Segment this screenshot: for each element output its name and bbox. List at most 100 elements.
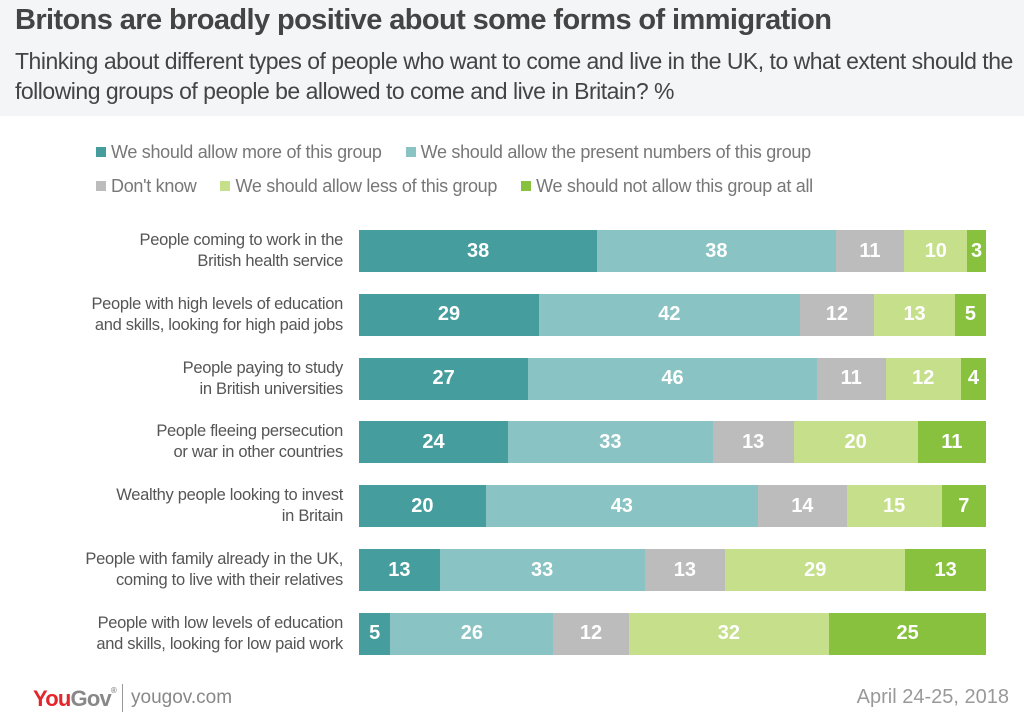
- data-label: 11: [941, 430, 963, 453]
- bar-segment: 12: [799, 293, 875, 336]
- chart-header: Britons are broadly positive about some …: [0, 0, 1024, 116]
- category-label-line: or war in other countries: [173, 443, 344, 462]
- bar-segment: 14: [757, 485, 847, 528]
- bar-segment: 13: [874, 293, 955, 336]
- bar-segment: 13: [712, 421, 794, 464]
- bar-segment: 11: [835, 230, 905, 272]
- data-label: 12: [825, 303, 849, 326]
- bar-segment: 20: [793, 421, 918, 464]
- data-label: 14: [791, 494, 814, 517]
- data-label: 10: [924, 239, 947, 262]
- data-label: 13: [388, 558, 411, 581]
- legend-label: Don't know: [111, 175, 197, 196]
- logo-you-text: You: [33, 686, 71, 711]
- data-label: 33: [530, 558, 554, 581]
- bar-row: 20 43 14 15 7: [359, 485, 986, 528]
- data-label: 13: [673, 558, 697, 581]
- bar-segment: 29: [725, 549, 906, 591]
- legend-item: We should allow the present numbers of t…: [405, 141, 812, 163]
- data-label: 43: [610, 494, 633, 517]
- legend-swatch: [521, 181, 532, 191]
- bar-segment: 26: [390, 612, 554, 655]
- data-label: 29: [804, 558, 827, 581]
- category-label-line: in Britain: [281, 507, 344, 526]
- category-label-line: and skills, looking for high paid jobs: [94, 315, 343, 334]
- data-label: 5: [964, 303, 976, 326]
- data-label: 42: [658, 303, 681, 326]
- data-label: 29: [437, 303, 461, 326]
- data-label: 13: [934, 558, 957, 581]
- data-label: 12: [579, 622, 603, 645]
- legend-item: We should not allow this group at all: [521, 176, 813, 197]
- category-label-line: People with high levels of education: [91, 294, 343, 313]
- bar-segment: 13: [905, 549, 986, 591]
- data-label: 27: [432, 367, 455, 390]
- category-label-line: British health service: [197, 252, 343, 270]
- legend-item: We should allow less of this group: [220, 176, 497, 197]
- footer-divider: [122, 684, 123, 712]
- data-label: 4: [967, 367, 979, 390]
- data-label: 13: [742, 430, 765, 453]
- bar-row: 27 46 11 12 4: [359, 357, 986, 400]
- data-label: 20: [411, 494, 434, 517]
- category-label: People with high levels of education and …: [0, 294, 343, 336]
- bar-segment: 42: [539, 293, 800, 336]
- bar-segment: 13: [644, 549, 726, 591]
- yougov-logo[interactable]: YouGov®: [33, 686, 117, 712]
- legend-label: We should allow the present numbers of t…: [420, 141, 812, 162]
- legend-swatch: [220, 181, 231, 191]
- data-label: 11: [840, 367, 862, 390]
- registered-mark: ®: [110, 686, 117, 695]
- category-label-line: People paying to study: [182, 358, 344, 377]
- bar-segment: 20: [359, 485, 486, 528]
- data-label: 11: [859, 239, 881, 262]
- bar-segment: 11: [816, 357, 886, 400]
- bar-row: 13 33 13 29 13: [359, 549, 986, 591]
- legend-swatch: [96, 147, 106, 157]
- bar-segment: 43: [485, 485, 758, 528]
- category-label: People with low levels of education and s…: [0, 613, 343, 655]
- data-label: 24: [422, 430, 445, 453]
- category-label-line: People coming to work in the: [139, 231, 344, 249]
- data-label: 15: [883, 494, 906, 517]
- bar-segment: 10: [904, 230, 968, 272]
- category-label: People fleeing persecution or war in othe…: [0, 421, 343, 463]
- chart-subtitle: Thinking about different types of people…: [15, 48, 1013, 104]
- bar-segment: 32: [628, 612, 830, 655]
- survey-date: April 24-25, 2018: [856, 686, 1009, 708]
- category-label-line: Wealthy people looking to invest: [116, 486, 343, 505]
- bar-segment: 33: [439, 549, 645, 591]
- category-label-line: coming to live with their relatives: [115, 571, 343, 589]
- bar-row: 29 42 12 13 5: [359, 293, 986, 336]
- bar-segment: 3: [967, 230, 986, 272]
- bar-row: 24 33 13 20 11: [359, 421, 986, 464]
- bar-segment: 5: [954, 293, 986, 336]
- bar-segment: 38: [359, 230, 598, 272]
- bar-segment: 4: [960, 357, 986, 400]
- legend-label: We should not allow this group at all: [536, 175, 813, 196]
- bar-segment: 12: [885, 357, 961, 400]
- bar-segment: 12: [553, 612, 629, 655]
- bar-segment: 7: [941, 485, 986, 528]
- data-label: 13: [903, 303, 926, 326]
- bar-segment: 15: [846, 485, 942, 528]
- data-label: 7: [958, 494, 970, 517]
- logo-gov-text: Gov: [70, 686, 112, 711]
- bar-row: 5 26 12 32 25: [359, 612, 986, 655]
- bar-segment: 33: [507, 421, 713, 464]
- legend-item: Don't know: [96, 175, 197, 197]
- chart-title: Britons are broadly positive about some …: [15, 4, 832, 36]
- data-label: 20: [844, 430, 867, 453]
- website-link[interactable]: yougov.com: [131, 687, 233, 708]
- legend-swatch: [405, 147, 416, 157]
- category-label-line: and skills, looking for low paid work: [96, 634, 343, 653]
- data-label: 5: [369, 622, 381, 645]
- category-label-line: People with family already in the UK,: [85, 550, 343, 568]
- category-label-line: in British universities: [199, 379, 344, 398]
- data-label: 38: [467, 239, 490, 262]
- data-label: 26: [460, 622, 483, 645]
- bar-segment: 5: [359, 612, 391, 655]
- bar-segment: 46: [528, 357, 817, 400]
- data-label: 46: [661, 367, 684, 390]
- bar-segment: 24: [359, 421, 508, 464]
